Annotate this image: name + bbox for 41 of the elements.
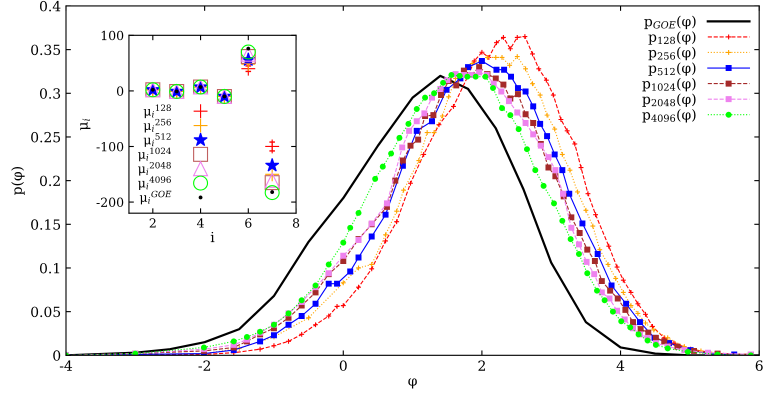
legend-label: p$_{4096}$(φ) xyxy=(642,109,696,122)
legend-label: p$_{2048}$(φ) xyxy=(642,93,696,107)
x-tick-label: 8 xyxy=(292,218,300,228)
x-tick-label: 6 xyxy=(756,360,763,371)
y-tick-label: 0.2 xyxy=(40,176,60,186)
y-tick-label: 0.05 xyxy=(31,306,60,318)
x-axis-title: i xyxy=(210,232,214,242)
y-tick-label: 0 xyxy=(116,86,124,96)
y-tick-label: -200 xyxy=(96,198,124,207)
legend-label: p$_{GOE}$(φ) xyxy=(644,16,696,30)
legend-label: p$_{256}$(φ) xyxy=(648,46,696,60)
y-axis-title: p(φ) xyxy=(11,167,25,195)
legend-label: μ$_{i}$$^{256}$ xyxy=(144,118,171,132)
legend-label: μ$_{i}$$^{2048}$ xyxy=(138,162,171,176)
x-tick-label: 2 xyxy=(150,218,156,228)
y-axis-title: μ$_{i}$ xyxy=(80,118,90,130)
legend-label: p$_{512}$(φ) xyxy=(648,62,696,76)
x-tick-label: 6 xyxy=(245,218,252,228)
legend-label: μ$_{i}$$^{4096}$ xyxy=(138,176,171,190)
y-tick-label: -100 xyxy=(96,142,124,152)
x-tick-label: 2 xyxy=(478,360,485,371)
y-tick-label: 100 xyxy=(102,30,124,40)
legend-label: p$_{128}$(φ) xyxy=(648,31,696,45)
legend-label: μ$_{i}$$^{1024}$ xyxy=(138,148,171,162)
y-tick-label: 0.35 xyxy=(31,44,60,56)
y-tick-label: 0.3 xyxy=(40,88,60,99)
legend-label: μ$_{i}$$^{128}$ xyxy=(144,104,171,118)
legend-label: μ$_{i}$$^{GOE}$ xyxy=(140,190,172,204)
x-tick-label: 4 xyxy=(616,360,624,371)
y-tick-label: 0.1 xyxy=(40,262,60,274)
y-tick-label: 0 xyxy=(53,350,60,361)
legend-label: μ$_{i}$$^{512}$ xyxy=(144,133,171,147)
y-tick-label: 0.15 xyxy=(31,219,60,230)
x-axis-title: φ xyxy=(408,378,417,388)
x-tick-label: 0 xyxy=(340,360,347,371)
x-tick-label: 4 xyxy=(196,218,204,228)
x-tick-label: -2 xyxy=(198,360,210,371)
y-tick-label: 0.25 xyxy=(31,132,60,142)
legend-label: p$_{1024}$(φ) xyxy=(642,78,696,92)
x-tick-label: -4 xyxy=(60,360,72,371)
y-tick-label: 0.4 xyxy=(40,0,60,12)
